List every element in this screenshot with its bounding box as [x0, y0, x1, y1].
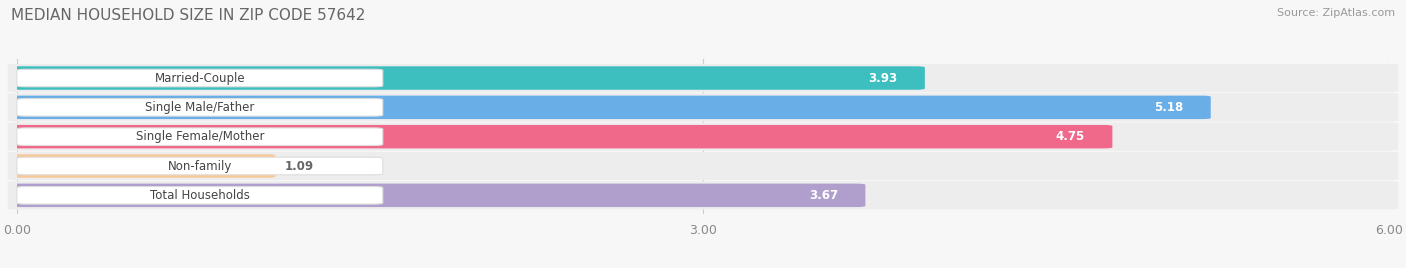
- FancyBboxPatch shape: [7, 122, 1399, 151]
- FancyBboxPatch shape: [7, 125, 1112, 148]
- Text: Single Male/Father: Single Male/Father: [145, 101, 254, 114]
- FancyBboxPatch shape: [17, 69, 382, 87]
- Text: Source: ZipAtlas.com: Source: ZipAtlas.com: [1277, 8, 1395, 18]
- Text: 3.93: 3.93: [869, 72, 897, 84]
- FancyBboxPatch shape: [7, 154, 276, 178]
- Text: Married-Couple: Married-Couple: [155, 72, 245, 84]
- FancyBboxPatch shape: [7, 66, 925, 90]
- FancyBboxPatch shape: [17, 187, 382, 204]
- Text: Single Female/Mother: Single Female/Mother: [135, 130, 264, 143]
- FancyBboxPatch shape: [17, 128, 382, 146]
- Text: Total Households: Total Households: [150, 189, 250, 202]
- Text: 4.75: 4.75: [1056, 130, 1085, 143]
- Text: MEDIAN HOUSEHOLD SIZE IN ZIP CODE 57642: MEDIAN HOUSEHOLD SIZE IN ZIP CODE 57642: [11, 8, 366, 23]
- FancyBboxPatch shape: [17, 157, 382, 175]
- FancyBboxPatch shape: [7, 64, 1399, 92]
- Text: 3.67: 3.67: [808, 189, 838, 202]
- FancyBboxPatch shape: [7, 152, 1399, 180]
- FancyBboxPatch shape: [7, 184, 865, 207]
- Text: Non-family: Non-family: [167, 159, 232, 173]
- Text: 1.09: 1.09: [284, 159, 314, 173]
- FancyBboxPatch shape: [7, 96, 1211, 119]
- FancyBboxPatch shape: [7, 93, 1399, 121]
- FancyBboxPatch shape: [17, 99, 382, 116]
- Text: 5.18: 5.18: [1154, 101, 1184, 114]
- FancyBboxPatch shape: [7, 181, 1399, 209]
